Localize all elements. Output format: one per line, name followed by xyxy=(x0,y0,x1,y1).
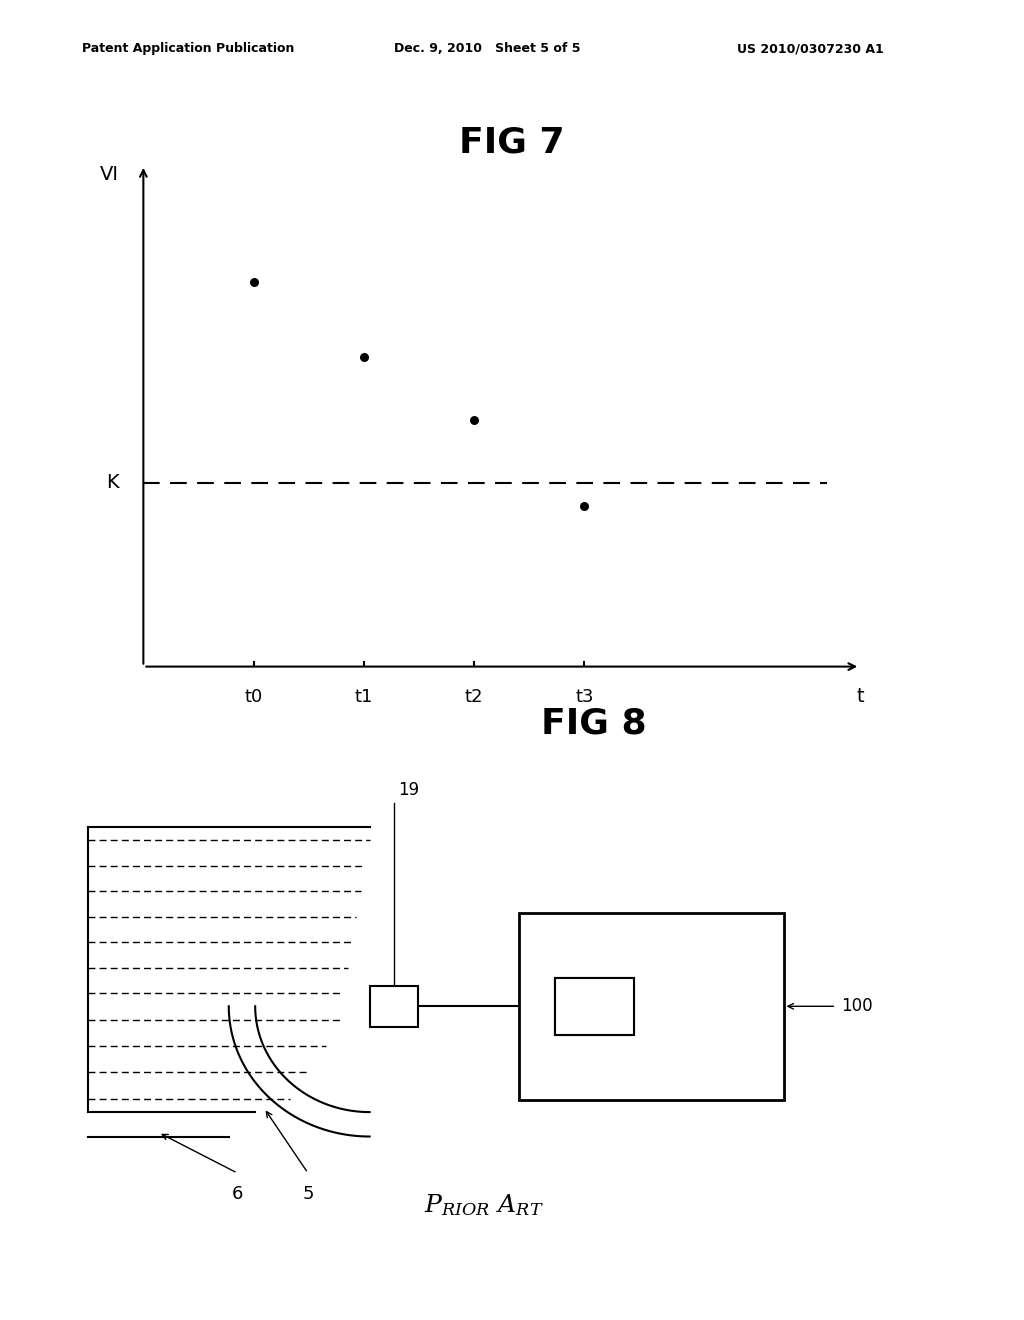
Point xyxy=(577,495,593,516)
Text: VI: VI xyxy=(100,165,119,183)
Point xyxy=(355,347,372,368)
Text: K: K xyxy=(106,473,119,492)
Text: t: t xyxy=(856,688,864,706)
Text: Patent Application Publication: Patent Application Publication xyxy=(82,42,294,55)
Text: t0: t0 xyxy=(245,688,263,705)
Bar xyxy=(370,986,418,1027)
Bar xyxy=(519,912,783,1100)
Text: t2: t2 xyxy=(465,688,483,705)
Point xyxy=(466,409,482,430)
Text: 5: 5 xyxy=(302,1185,313,1204)
Text: t1: t1 xyxy=(354,688,373,705)
Point xyxy=(246,272,262,293)
Text: 19: 19 xyxy=(398,780,420,799)
Text: FIG 8: FIG 8 xyxy=(541,706,647,741)
Text: US 2010/0307230 A1: US 2010/0307230 A1 xyxy=(737,42,884,55)
Text: FIG 7: FIG 7 xyxy=(459,125,565,160)
Text: Dec. 9, 2010   Sheet 5 of 5: Dec. 9, 2010 Sheet 5 of 5 xyxy=(394,42,581,55)
Text: 100: 100 xyxy=(841,998,872,1015)
Bar xyxy=(555,978,634,1035)
Text: $\mathregular{P_{RIOR}}$ $\mathregular{A_{RT}}$: $\mathregular{P_{RIOR}}$ $\mathregular{A… xyxy=(424,1192,544,1218)
Bar xyxy=(555,978,634,1035)
Text: 111: 111 xyxy=(542,1072,573,1089)
Text: 6: 6 xyxy=(231,1185,244,1204)
Text: t3: t3 xyxy=(575,688,594,705)
